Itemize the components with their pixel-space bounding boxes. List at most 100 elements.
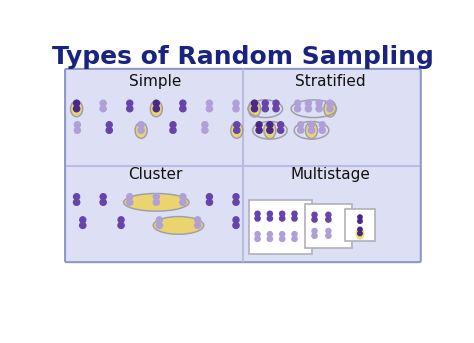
Circle shape (262, 100, 268, 106)
Ellipse shape (306, 123, 317, 138)
Circle shape (358, 227, 362, 232)
Circle shape (298, 122, 304, 128)
Circle shape (106, 122, 112, 128)
Circle shape (233, 194, 239, 200)
Ellipse shape (267, 127, 273, 133)
Ellipse shape (325, 102, 335, 116)
Circle shape (252, 100, 257, 106)
Ellipse shape (206, 106, 212, 112)
Circle shape (233, 217, 239, 223)
Ellipse shape (249, 102, 260, 116)
Circle shape (267, 211, 273, 216)
Circle shape (127, 194, 133, 200)
Circle shape (256, 122, 262, 128)
Ellipse shape (292, 216, 297, 221)
FancyBboxPatch shape (345, 209, 375, 241)
Ellipse shape (195, 222, 201, 228)
Circle shape (292, 232, 297, 237)
Ellipse shape (232, 123, 242, 138)
Ellipse shape (267, 236, 273, 241)
Ellipse shape (124, 194, 188, 210)
Ellipse shape (273, 106, 279, 112)
Ellipse shape (170, 127, 176, 133)
Ellipse shape (100, 106, 106, 112)
Circle shape (358, 215, 362, 219)
Ellipse shape (326, 217, 331, 222)
Text: Stratified: Stratified (295, 74, 365, 89)
Ellipse shape (233, 222, 239, 228)
Ellipse shape (312, 233, 317, 238)
Circle shape (312, 212, 317, 217)
Ellipse shape (80, 222, 86, 228)
Circle shape (326, 212, 331, 217)
Ellipse shape (106, 127, 112, 133)
Ellipse shape (180, 199, 186, 205)
Ellipse shape (316, 106, 322, 112)
Ellipse shape (127, 106, 133, 112)
Ellipse shape (358, 219, 362, 223)
Ellipse shape (73, 106, 80, 112)
Circle shape (312, 228, 317, 234)
Ellipse shape (206, 199, 212, 205)
FancyBboxPatch shape (304, 204, 352, 248)
FancyBboxPatch shape (249, 200, 312, 254)
Ellipse shape (255, 236, 260, 241)
Circle shape (74, 122, 81, 128)
Ellipse shape (305, 106, 311, 112)
Text: Cluster: Cluster (128, 167, 182, 182)
Circle shape (267, 232, 273, 237)
Ellipse shape (180, 106, 186, 112)
Circle shape (305, 100, 311, 106)
Text: Types of Random Sampling: Types of Random Sampling (52, 45, 434, 69)
Ellipse shape (100, 199, 106, 205)
Circle shape (206, 100, 212, 106)
Circle shape (180, 100, 186, 106)
Circle shape (118, 217, 124, 223)
Circle shape (278, 122, 283, 128)
Ellipse shape (292, 236, 297, 241)
Ellipse shape (309, 127, 315, 133)
Ellipse shape (256, 127, 262, 133)
Ellipse shape (326, 233, 331, 238)
Ellipse shape (73, 199, 80, 205)
Ellipse shape (312, 217, 317, 222)
Ellipse shape (298, 127, 304, 133)
Circle shape (170, 122, 176, 128)
Circle shape (100, 194, 106, 200)
Circle shape (326, 228, 331, 234)
Ellipse shape (118, 222, 124, 228)
Ellipse shape (138, 127, 144, 133)
FancyBboxPatch shape (65, 69, 421, 262)
Circle shape (156, 217, 163, 223)
Ellipse shape (136, 123, 146, 138)
Ellipse shape (151, 102, 162, 116)
Circle shape (273, 100, 279, 106)
Ellipse shape (356, 227, 365, 240)
Circle shape (153, 194, 159, 200)
Circle shape (280, 211, 285, 216)
Ellipse shape (233, 199, 239, 205)
Circle shape (255, 211, 260, 216)
Circle shape (267, 122, 273, 128)
Ellipse shape (127, 199, 133, 205)
Ellipse shape (255, 216, 260, 221)
Circle shape (292, 211, 297, 216)
Ellipse shape (267, 216, 273, 221)
Ellipse shape (262, 106, 268, 112)
Circle shape (195, 217, 201, 223)
Ellipse shape (153, 106, 159, 112)
Text: Multistage: Multistage (291, 167, 370, 182)
Circle shape (280, 232, 285, 237)
Ellipse shape (234, 127, 240, 133)
Circle shape (316, 100, 322, 106)
Circle shape (153, 100, 159, 106)
Ellipse shape (153, 199, 159, 205)
Ellipse shape (319, 127, 325, 133)
Ellipse shape (233, 106, 239, 112)
Ellipse shape (280, 236, 285, 241)
Circle shape (255, 232, 260, 237)
Circle shape (202, 122, 208, 128)
Ellipse shape (72, 102, 82, 116)
Circle shape (309, 122, 314, 128)
Circle shape (138, 122, 144, 128)
